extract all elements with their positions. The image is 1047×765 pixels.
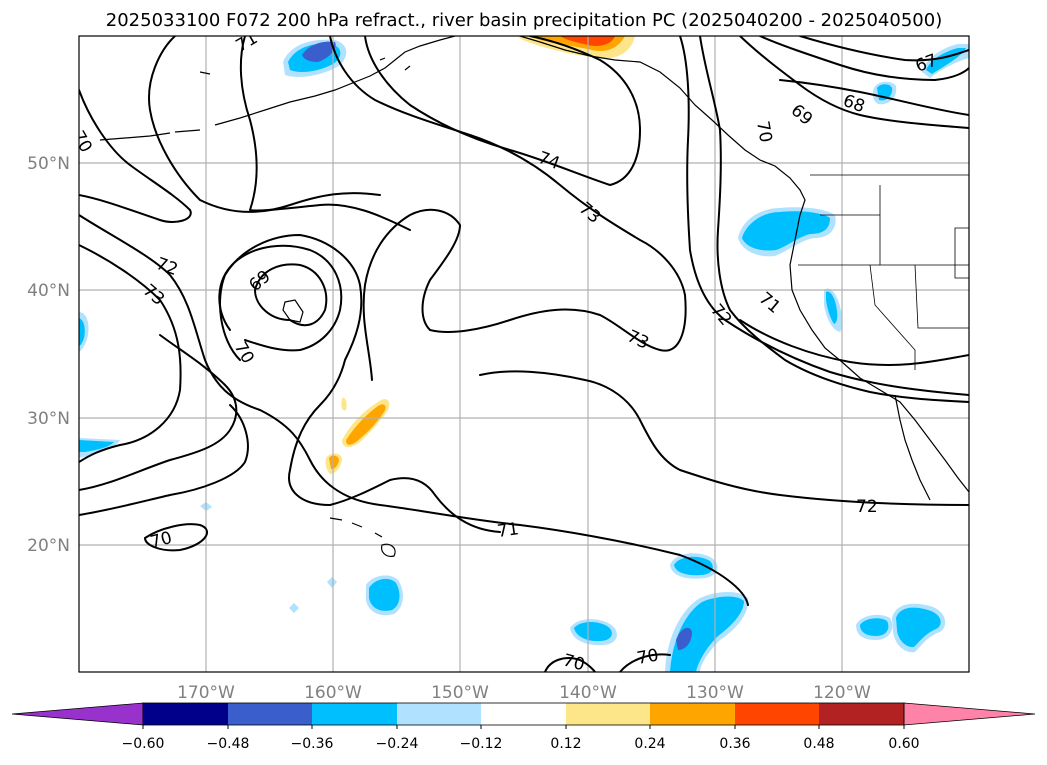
- figure-title: 2025033100 F072 200 hPa refract., river …: [106, 10, 942, 31]
- lat-label: 20°N: [27, 536, 70, 556]
- colorbar-segment: [735, 703, 819, 725]
- lat-label: 40°N: [27, 281, 70, 301]
- colorbar-segment: [819, 703, 904, 725]
- contour-label: 70: [752, 119, 775, 144]
- graticule: [79, 36, 969, 672]
- colorbar-tick-label: 0.12: [550, 736, 581, 752]
- colorbar-segment: [228, 703, 312, 725]
- colorbar-extend-high: [903, 702, 1036, 726]
- colorbar-segment: [481, 703, 566, 725]
- contour-label: 71: [496, 519, 520, 542]
- colorbar-tick-label: −0.48: [207, 736, 250, 752]
- lon-label: 160°W: [304, 683, 362, 703]
- colorbar-tick-label: 0.60: [888, 736, 919, 752]
- colorbar-tick-label: 0.36: [719, 736, 750, 752]
- latitude-labels: 50°N 40°N 30°N 20°N: [27, 154, 70, 556]
- lat-label: 50°N: [27, 154, 70, 174]
- contour-label: 72: [856, 497, 878, 517]
- colorbar-segment: [143, 703, 228, 725]
- lon-label: 170°W: [177, 683, 235, 703]
- lon-label: 120°W: [813, 683, 871, 703]
- colorbar-tick-label: −0.12: [460, 736, 503, 752]
- borders: [798, 174, 969, 370]
- lon-label: 140°W: [559, 683, 617, 703]
- colorbar-extend-low: [11, 702, 144, 726]
- precip-shading: [79, 36, 969, 672]
- longitude-labels: 170°W 160°W 150°W 140°W 130°W 120°W: [177, 683, 871, 703]
- lat-label: 30°N: [27, 409, 70, 429]
- colorbar-ticks: [142, 725, 905, 729]
- colorbar-tick-label: −0.60: [122, 736, 165, 752]
- refractivity-contours: [79, 36, 969, 672]
- contour-label: 70: [635, 645, 660, 668]
- colorbar-segment: [566, 703, 650, 725]
- lon-label: 150°W: [431, 683, 489, 703]
- colorbar: −0.60 −0.48 −0.36 −0.24 −0.12 0.12 0.24 …: [11, 702, 1036, 752]
- coastlines: [99, 36, 969, 557]
- colorbar-segment: [312, 703, 397, 725]
- lon-label: 130°W: [686, 683, 744, 703]
- colorbar-segment: [650, 703, 735, 725]
- contour-label: 70: [561, 651, 587, 676]
- colorbar-segment: [397, 703, 481, 725]
- colorbar-tick-label: 0.24: [634, 736, 665, 752]
- colorbar-tick-label: −0.36: [291, 736, 334, 752]
- colorbar-tick-label: 0.48: [803, 736, 834, 752]
- map-area: [79, 36, 969, 672]
- colorbar-tick-label: −0.24: [376, 736, 419, 752]
- map-frame: [78, 35, 970, 673]
